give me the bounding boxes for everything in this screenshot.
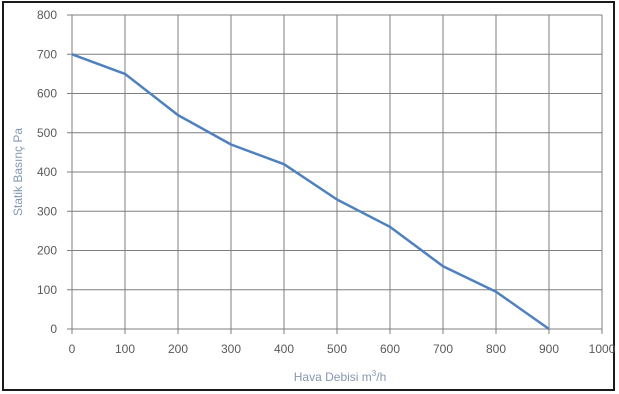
y-tick-labels: 0 100 200 300 400 500 600 700 800: [37, 8, 57, 336]
x-axis-title: Hava Debisi m3/h: [294, 369, 387, 384]
y-tick-label: 700: [37, 47, 57, 61]
y-tick-label: 800: [37, 8, 57, 22]
x-tick-label: 0: [69, 342, 76, 356]
series-line: [71, 53, 550, 331]
x-tick-label: 700: [433, 342, 453, 356]
gridlines: [67, 14, 603, 334]
x-tick-label: 1000: [589, 342, 616, 356]
y-axis-title: Statik Basınç Pa: [11, 128, 25, 216]
x-tick-label: 500: [327, 342, 347, 356]
x-tick-label: 200: [168, 342, 188, 356]
x-tick-label: 600: [380, 342, 400, 356]
x-tick-label: 300: [221, 342, 241, 356]
series-layer: [71, 53, 550, 331]
y-tick-label: 0: [50, 322, 57, 336]
y-tick-label: 100: [37, 283, 57, 297]
x-tick-label: 900: [539, 342, 559, 356]
y-tick-label: 400: [37, 165, 57, 179]
x-tick-label: 800: [486, 342, 506, 356]
x-tick-label: 400: [274, 342, 294, 356]
y-tick-label: 300: [37, 204, 57, 218]
y-tick-label: 500: [37, 126, 57, 140]
x-tick-label: 100: [115, 342, 135, 356]
x-tick-labels: 0 100 200 300 400 500 600 700 800 900 1000: [69, 342, 616, 356]
y-tick-label: 600: [37, 87, 57, 101]
y-tick-label: 200: [37, 244, 57, 258]
